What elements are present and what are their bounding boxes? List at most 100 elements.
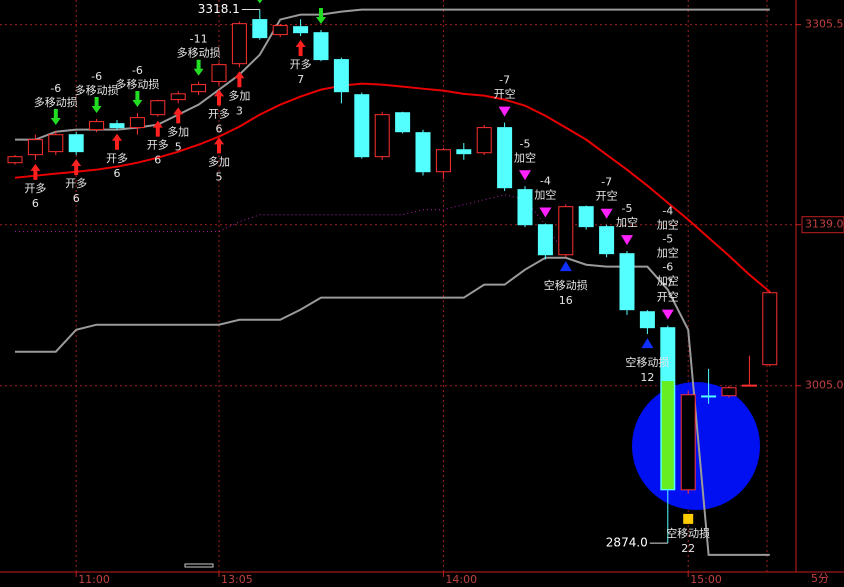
candle-body <box>27 139 43 156</box>
signal-arrow <box>30 163 41 180</box>
y-tick-label: 3139.0 <box>805 218 844 231</box>
signal-arrow <box>132 90 143 107</box>
signal-triangle <box>600 208 613 219</box>
x-tick-label: 15:00 <box>690 573 722 586</box>
signal-qty: -4 <box>540 175 551 188</box>
signal-triangle <box>641 338 654 349</box>
candle-body <box>762 292 778 366</box>
candle-body <box>517 189 533 226</box>
scroll-thumb[interactable] <box>184 563 214 568</box>
candle-body <box>415 132 431 173</box>
signal-arrow <box>193 59 204 76</box>
highlight-circle <box>632 382 760 510</box>
signal-arrow <box>234 71 245 88</box>
signal-triangle <box>559 261 572 272</box>
signal-qty: 22 <box>681 542 695 555</box>
y-tick-label: 3005.0 <box>805 379 844 392</box>
candle-body <box>231 23 247 65</box>
signal-triangle <box>539 207 552 218</box>
candle-body <box>537 224 553 256</box>
x-tick-label: 13:05 <box>221 573 253 586</box>
signal-label: 开多 <box>65 176 87 190</box>
signal-arrow <box>257 0 263 4</box>
signal-qty: 16 <box>559 294 573 307</box>
signal-qty: 12 <box>640 371 654 384</box>
signal-label: 开空 <box>494 87 516 101</box>
signal-square <box>683 513 694 524</box>
candle-body <box>639 311 655 329</box>
signal-qty: -6 <box>662 261 673 274</box>
candle-body <box>129 117 145 129</box>
candle-body <box>333 59 349 93</box>
signal-qty: 5 <box>175 140 182 153</box>
signal-label: 加空 <box>657 218 679 232</box>
signal-label: 多移动损 <box>75 83 119 97</box>
signal-qty: -7 <box>662 277 673 290</box>
candle-body <box>109 123 125 129</box>
candle-body <box>150 100 166 116</box>
signal-arrow <box>214 89 224 106</box>
candle-body <box>89 121 105 131</box>
signal-arrow <box>152 120 163 137</box>
signal-qty: 6 <box>73 192 80 205</box>
signal-label: 开多 <box>147 138 169 152</box>
signal-arrow <box>173 107 184 124</box>
candle-body <box>456 149 472 155</box>
tick-box <box>801 216 844 234</box>
signal-qty: 6 <box>32 197 39 210</box>
candle-body <box>721 387 737 397</box>
signal-label: 开空 <box>596 189 618 203</box>
candle-body <box>191 84 207 93</box>
candle-body <box>435 149 451 173</box>
x-tick-label: 11:00 <box>78 573 110 586</box>
period-label: 5分 <box>811 572 829 585</box>
candle-body <box>395 112 411 133</box>
signal-label: 开空 <box>657 290 679 304</box>
candle-body <box>293 26 309 34</box>
signal-label: 空移动损 <box>544 278 588 292</box>
signal-label: 开多 <box>208 106 230 120</box>
signal-qty: -6 <box>132 64 143 77</box>
candle-body <box>272 25 288 36</box>
signal-qty: -7 <box>499 74 510 87</box>
signal-triangle <box>661 309 674 320</box>
signal-arrow <box>295 40 306 57</box>
candle-body <box>68 134 84 153</box>
candle-body <box>578 206 594 228</box>
y-tick-label: 3305.5 <box>805 18 844 31</box>
signal-label: 多加 <box>167 124 189 138</box>
candle-body <box>48 134 64 153</box>
signal-qty: -6 <box>50 82 61 95</box>
signal-qty: 5 <box>216 170 223 183</box>
signal-label: 多移动损 <box>34 95 78 109</box>
signal-triangle <box>498 106 511 117</box>
candle-body <box>170 93 186 101</box>
signal-label: 多加 <box>208 154 230 168</box>
price-label: 3318.1 <box>198 2 240 16</box>
candle-body <box>497 127 513 189</box>
candle-body <box>558 206 574 256</box>
signal-qty: -7 <box>601 176 612 189</box>
signal-arrow <box>71 159 82 176</box>
price-label: 2874.0 <box>606 536 648 550</box>
signal-triangle <box>621 235 633 246</box>
signal-label: 加空 <box>514 150 536 164</box>
signal-qty: -5 <box>622 202 633 215</box>
signal-label: 多加 <box>228 88 250 102</box>
signal-label: 加空 <box>657 274 679 288</box>
candle-body <box>680 394 696 491</box>
x-tick-label: 14:00 <box>445 573 477 586</box>
signal-arrow <box>316 8 326 25</box>
signal-label: 开多 <box>106 151 128 165</box>
signal-qty: 6 <box>114 167 121 180</box>
candle-body <box>7 156 23 164</box>
highlight-bar <box>661 381 674 489</box>
signal-label: 多移动损 <box>115 77 159 91</box>
signal-qty: -6 <box>91 70 102 83</box>
signal-arrow <box>112 133 122 150</box>
signal-triangle <box>519 170 531 181</box>
candle-body <box>252 19 268 39</box>
signal-label: 加空 <box>616 215 638 229</box>
